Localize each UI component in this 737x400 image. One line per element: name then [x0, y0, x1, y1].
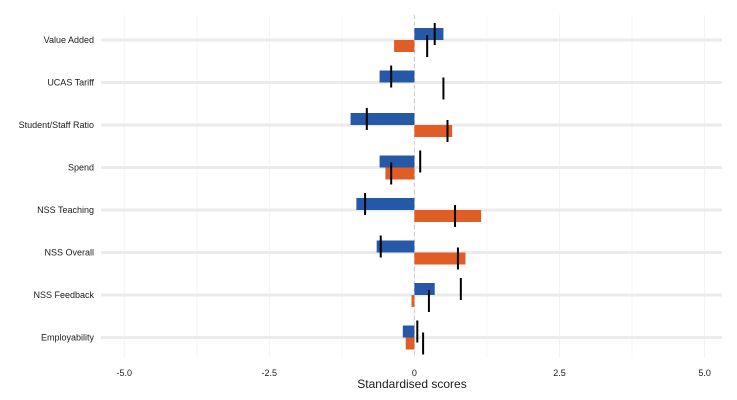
x-axis-tick-labels: -5.0 -2.5 0 2.5 5.0	[116, 368, 710, 378]
x-tick-label: 2.5	[553, 368, 566, 378]
y-axis-labels: Value Added UCAS Tariff Student/Staff Rati…	[19, 35, 95, 343]
y-axis-label: NSS Overall	[44, 248, 94, 258]
bar	[414, 28, 444, 40]
bars	[350, 28, 482, 350]
bar	[405, 337, 415, 350]
bar	[414, 125, 453, 137]
x-tick-label: -2.5	[262, 368, 278, 378]
bar	[414, 283, 435, 295]
y-axis-label: NSS Feedback	[33, 290, 94, 300]
x-tick-label: 5.0	[698, 368, 711, 378]
bar	[350, 113, 415, 125]
bar	[414, 252, 466, 265]
y-axis-label: Employability	[41, 333, 95, 343]
bar	[394, 40, 415, 52]
y-axis-label: NSS Teaching	[37, 205, 94, 215]
bar	[402, 325, 415, 338]
bar	[414, 210, 482, 222]
y-axis-label: Student/Staff Ratio	[19, 120, 94, 130]
reference-markers	[364, 23, 462, 355]
minor-gridlines	[196, 15, 633, 358]
bar	[379, 155, 415, 168]
bar	[379, 70, 415, 83]
y-axis-label: Value Added	[44, 35, 94, 45]
x-tick-label: -5.0	[116, 368, 132, 378]
x-tick-label: 0	[412, 368, 417, 378]
bar	[411, 295, 415, 307]
x-axis-title: Standardised scores	[357, 377, 466, 391]
bar	[356, 198, 415, 210]
y-axis-label: Spend	[68, 163, 94, 173]
bar	[376, 240, 415, 253]
bar	[385, 167, 415, 180]
y-axis-label: UCAS Tariff	[47, 78, 94, 88]
